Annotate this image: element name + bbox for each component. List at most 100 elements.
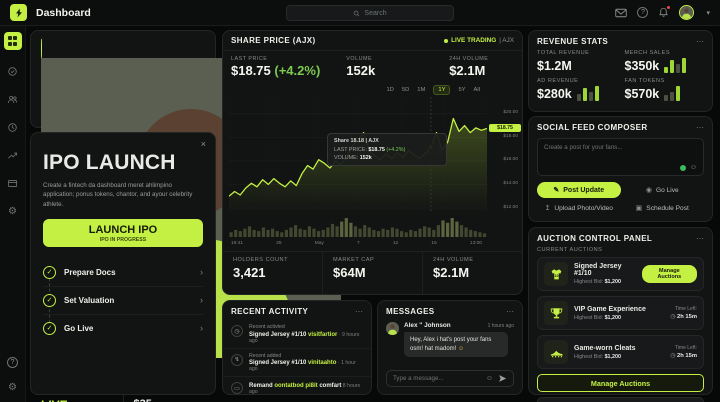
mini-bar-chart <box>664 85 681 101</box>
revenue-stats-panel: REVENUE STATS ⋯ TOTAL REVENUE $1.2M MERC… <box>528 30 713 112</box>
current-auctions-label: CURRENT AUCTIONS <box>537 247 603 253</box>
search-input[interactable]: Search <box>286 5 454 21</box>
share-price-panel: SHARE PRICE (AJX) LIVE TRADING | AJX LAS… <box>222 30 523 295</box>
broadcast-icon: ◉ <box>645 187 652 194</box>
manage-auctions-button[interactable]: Manage Auctions <box>537 374 704 392</box>
activity-item[interactable]: ▭ Remand oontatbod pi8it comfart 8 hours… <box>223 376 371 399</box>
chevron-down-icon[interactable]: ▾ <box>706 9 710 17</box>
more-menu-icon[interactable]: ⋯ <box>696 37 704 46</box>
check-circle-icon: ✓ <box>43 293 56 307</box>
merch-sales-card: MERCH SALES $350k <box>625 50 705 73</box>
more-menu-icon[interactable]: ⋯ <box>506 307 514 316</box>
chat-icon: ▭ <box>231 382 243 394</box>
post-textarea[interactable] <box>538 139 703 175</box>
sidebar-item-wallet-icon[interactable] <box>4 174 22 192</box>
time-range-selector: 1D 5D 1M 1Y 5Y All <box>223 83 522 97</box>
total-revenue-card: TOTAL REVENUE $1.2M <box>537 50 590 73</box>
bolt-icon: ↯ <box>231 353 243 366</box>
stats-value: $35 <box>134 398 152 402</box>
mini-bar <box>670 60 675 73</box>
sender-name: Alex " Johnson <box>404 322 451 329</box>
check-circle-icon: ✓ <box>43 265 56 279</box>
sidebar-item-preferences-icon[interactable]: ⚙ <box>8 205 17 217</box>
volume-stat: VOLUME 152k <box>346 56 376 78</box>
range-1y-active[interactable]: 1Y <box>433 85 451 95</box>
sender-avatar <box>386 322 399 335</box>
mini-bar <box>594 86 599 101</box>
range-5d[interactable]: 5D <box>401 87 410 93</box>
mini-bar <box>682 58 687 73</box>
ad-revenue-card: AD REVENUE $280k <box>537 78 617 101</box>
schedule-post-button[interactable]: ▣ Schedule Post <box>621 204 705 213</box>
range-5y[interactable]: 5Y <box>458 87 466 93</box>
sidebar-item-trading-icon[interactable] <box>4 146 22 164</box>
sidebar-help-icon[interactable]: ? <box>7 357 18 368</box>
more-menu-icon[interactable]: ⋯ <box>696 123 704 132</box>
chart-plot-area[interactable]: $20.00 $18.00 $16.00 $14.00 $12.00 $18.75 Sh… <box>223 97 522 241</box>
trophy-icon <box>544 301 568 325</box>
smiley-emoji-icon: ☺ <box>458 345 465 352</box>
step-prepare-docs[interactable]: ✓ Prepare Docs › <box>43 259 203 286</box>
message-time: 1 hours ago <box>487 322 514 329</box>
revenue-title: REVENUE STATS <box>537 37 609 46</box>
auction-control-panel: AUCTION CONTROL PANEL ⋯ CURRENT AUCTIONS… <box>528 227 713 402</box>
post-update-button[interactable]: ✎ Post Update <box>537 182 621 198</box>
market-cap-stat: MARKET CAP $64M <box>322 252 422 294</box>
upload-icon: ↥ <box>544 205 551 212</box>
message-bubble: Hey, Alex i hat's post your fans osm! ha… <box>404 332 508 358</box>
launch-ipo-button[interactable]: LAUNCH IPO IPO IN PROGRESS <box>43 218 203 247</box>
range-all[interactable]: All <box>473 87 480 93</box>
send-icon[interactable] <box>498 374 507 383</box>
post-compose-box: ☺ <box>537 138 704 176</box>
upload-photo-video-button[interactable]: ↥ Upload Photo/Video <box>537 204 621 213</box>
clock-icon: ◷ <box>670 353 676 359</box>
sidebar-item-fans-icon[interactable] <box>4 90 22 108</box>
go-live-button[interactable]: ◉ Go Live <box>621 186 705 195</box>
composer-title: SOCIAL FEED COMPOSER <box>537 123 648 132</box>
mini-bar <box>588 92 593 101</box>
sidebar-nav: ⚙ ? ⚙ <box>0 26 26 402</box>
mini-bar <box>576 94 581 101</box>
step-go-live[interactable]: ✓ Go Live › <box>43 313 203 342</box>
athlete-profile-card: ✓ Alex "THE FLASH" Johnson ATHLETE ATHLE… <box>30 30 406 402</box>
calendar-icon: ▣ <box>635 205 643 212</box>
ipo-status-value: LIVE <box>41 398 113 402</box>
price-tick-label: $12.00 <box>503 204 518 210</box>
user-avatar[interactable] <box>679 5 695 20</box>
all-items-dropdown[interactable]: All Items ▾ <box>537 397 704 402</box>
brand-lightning-icon[interactable] <box>10 4 27 21</box>
emoji-picker-icon[interactable]: ☺ <box>485 375 493 382</box>
sidebar-item-history-icon[interactable] <box>4 118 22 136</box>
search-placeholder: Search <box>364 9 387 17</box>
more-menu-icon[interactable]: ⋯ <box>696 234 704 243</box>
step-set-valuation[interactable]: ✓ Set Valuation › <box>43 285 203 314</box>
range-1d[interactable]: 1D <box>386 87 394 93</box>
auction-title: AUCTION CONTROL PANEL <box>537 234 653 243</box>
auction-item-signed-jersey[interactable]: 10 Signed Jersey #1/10 Highest Bid: $1,2… <box>537 257 704 291</box>
auction-item-game-worn-cleats[interactable]: Game-worn Cleats Highest Bid: $1,200 Tim… <box>537 335 704 369</box>
sidebar-item-dashboard[interactable] <box>3 32 22 50</box>
page-title: Dashboard <box>36 6 91 19</box>
current-price-tag: $18.75 <box>489 123 521 132</box>
volume-bars-chart <box>229 218 487 237</box>
more-menu-icon[interactable]: ⋯ <box>355 307 363 316</box>
message-input[interactable] <box>393 375 481 382</box>
close-icon[interactable]: × <box>200 139 206 149</box>
sidebar-item-target-icon[interactable] <box>4 62 22 80</box>
range-1m[interactable]: 1M <box>417 87 426 93</box>
manage-auctions-mini-button[interactable]: Manage Auctions <box>641 265 697 283</box>
emoji-icon[interactable]: ☺ <box>689 164 697 171</box>
activity-item[interactable]: ◷ Recent activted Signed Jersey #1/10 vi… <box>223 320 371 348</box>
price-tick-label: $18.00 <box>503 133 518 139</box>
notifications-bell-icon[interactable] <box>658 5 672 18</box>
mini-bar-chart <box>576 85 599 101</box>
price-tick-label: $16.00 <box>503 157 518 163</box>
holders-count-stat: HOLDERS COUNT 3,421 <box>233 257 288 280</box>
sidebar-settings-icon[interactable]: ⚙ <box>8 381 17 393</box>
help-icon[interactable]: ? <box>637 7 649 18</box>
mini-bar <box>582 88 587 101</box>
auction-item-vip-experience[interactable]: VIP Game Experience Highest Bid: $1,200 … <box>537 296 704 330</box>
mail-icon[interactable] <box>615 8 628 18</box>
cleat-icon <box>544 340 568 364</box>
activity-item[interactable]: ↯ Recent added Signed Jersey #1/10 vinit… <box>223 347 371 377</box>
